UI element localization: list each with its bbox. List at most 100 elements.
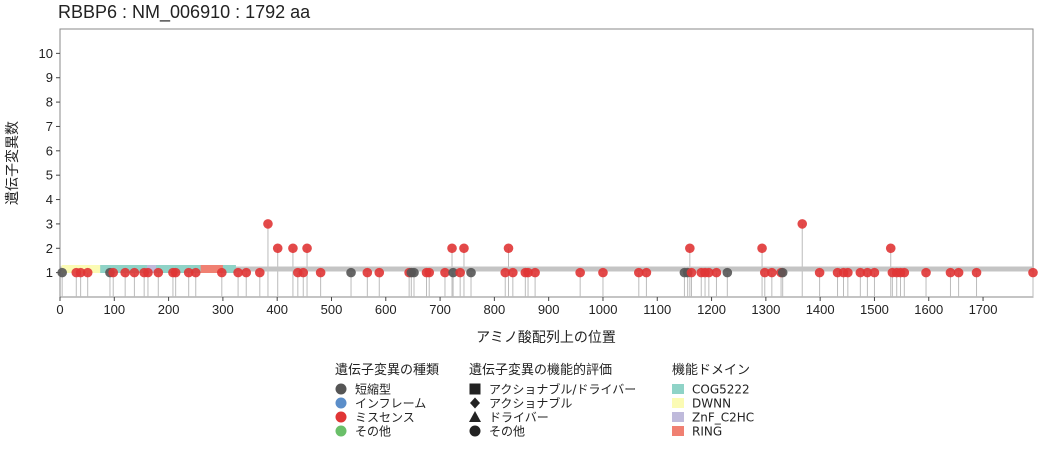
mutation-marker[interactable] (315, 267, 326, 278)
mutation-marker[interactable] (129, 267, 140, 278)
mutation-marker[interactable] (346, 267, 356, 278)
y-axis: 1 2 3 4 5 6 7 8 9 10 (39, 46, 60, 280)
y-axis-title: 遺伝子変異数 (4, 121, 21, 205)
mutation-marker[interactable] (757, 243, 767, 254)
y-tick-label: 1 (46, 265, 53, 280)
mutation-marker[interactable] (455, 267, 465, 278)
mutation-marker[interactable] (120, 267, 130, 278)
domain-cog5222[interactable] (100, 265, 236, 273)
mutation-marker[interactable] (466, 267, 476, 278)
legend-item-label: DWNN (692, 397, 731, 411)
mutation-marker[interactable] (448, 267, 458, 278)
mutation-marker[interactable] (777, 267, 788, 278)
mutation-marker[interactable] (190, 267, 201, 278)
mutation-marker[interactable] (767, 267, 777, 278)
y-tick-label: 7 (46, 119, 53, 134)
mutation-marker[interactable] (953, 267, 964, 278)
x-tick-label: 1300 (751, 302, 780, 317)
mutation-marker[interactable] (153, 267, 164, 278)
legend-swatch (672, 384, 684, 394)
domain-znf-c2hc[interactable] (146, 265, 157, 273)
mutation-marker[interactable] (272, 243, 283, 254)
x-tick-label: 1700 (969, 302, 998, 317)
mutation-marker[interactable] (523, 267, 533, 278)
mutation-marker[interactable] (634, 267, 644, 278)
mutation-marker[interactable] (1028, 267, 1038, 278)
mutation-marker[interactable] (57, 267, 67, 278)
mutation-marker[interactable] (170, 267, 181, 278)
x-tick-label: 500 (321, 302, 343, 317)
y-tick-label: 5 (46, 168, 53, 183)
legend-swatch (335, 425, 347, 437)
mutation-marker[interactable] (459, 243, 469, 254)
mutation-marker[interactable] (921, 267, 931, 278)
mutation-marker[interactable] (711, 267, 722, 278)
legend-swatch (672, 426, 684, 436)
legend-item-label: アクショナブル (489, 396, 572, 411)
chart-title: RBBP6 : NM_006910 : 1792 aa (58, 2, 311, 23)
mutation-marker[interactable] (685, 243, 695, 254)
mutation-marker[interactable] (217, 267, 227, 278)
mutation-marker[interactable] (722, 267, 733, 278)
mutation-marker[interactable] (183, 267, 194, 278)
mutation-marker[interactable] (424, 267, 435, 278)
mutation-marker[interactable] (108, 267, 119, 278)
legend-title: 機能ドメイン (672, 363, 750, 378)
x-tick-label: 100 (103, 302, 125, 317)
protein-track (60, 265, 1033, 273)
x-axis: 0 100 200 300 400 500 600 700 800 900 1000 1100 1200… (56, 297, 998, 317)
mutation-marker[interactable] (503, 243, 514, 254)
mutation-marker[interactable] (899, 267, 910, 278)
mutation-marker[interactable] (298, 267, 309, 278)
mutation-marker[interactable] (869, 267, 880, 278)
mutation-marker[interactable] (530, 267, 540, 278)
mutation-marker[interactable] (814, 267, 825, 278)
domain-ring[interactable] (200, 265, 223, 273)
mutation-marker[interactable] (508, 267, 518, 278)
mutation-marker[interactable] (241, 267, 252, 278)
mutation-marker[interactable] (362, 267, 373, 278)
mutation-marker[interactable] (233, 267, 243, 278)
mutation-marker[interactable] (575, 267, 585, 278)
y-tick-label: 8 (46, 95, 53, 110)
mutation-marker[interactable] (843, 267, 853, 278)
legend-swatch (469, 425, 481, 437)
mutation-marker[interactable] (641, 267, 652, 278)
mutation-marker[interactable] (288, 243, 298, 254)
mutation-marker[interactable] (409, 267, 419, 278)
legend-swatch (335, 397, 347, 409)
legend-swatch (469, 383, 481, 395)
mutation-marker[interactable] (447, 243, 457, 254)
x-tick-label: 0 (56, 302, 63, 317)
legend-item-label: アクショナブル/ドライバー (489, 382, 636, 397)
mutation-marker[interactable] (797, 219, 808, 229)
mutation-marker[interactable] (704, 267, 714, 278)
mutation-marker[interactable] (686, 267, 697, 278)
mutation-marker[interactable] (302, 243, 312, 254)
mutation-marker[interactable] (263, 219, 273, 229)
mutation-marker[interactable] (143, 267, 153, 278)
protein-backbone (60, 266, 1033, 272)
legend-swatch (335, 411, 347, 423)
mutation-marker[interactable] (945, 267, 956, 278)
mutation-marker[interactable] (440, 267, 450, 278)
x-tick-label: 200 (158, 302, 180, 317)
mutation-marker[interactable] (255, 267, 265, 278)
mutation-marker[interactable] (500, 267, 511, 278)
x-tick-label: 1400 (806, 302, 835, 317)
mutation-marker[interactable] (971, 267, 982, 278)
mutation-marker[interactable] (75, 267, 86, 278)
mutation-marker[interactable] (855, 267, 866, 278)
legend-item-label: ZnF_C2HC (692, 411, 754, 425)
legend-swatch (469, 411, 481, 422)
legend-swatch (335, 383, 347, 395)
x-tick-label: 1200 (697, 302, 726, 317)
mutation-marker[interactable] (759, 267, 770, 278)
mutation-marker[interactable] (82, 267, 93, 278)
plot-frame (59, 28, 1034, 298)
mutation-marker[interactable] (885, 243, 896, 254)
mutation-marker[interactable] (374, 267, 385, 278)
mutation-marker[interactable] (598, 267, 608, 278)
mutation-marker[interactable] (862, 267, 873, 278)
x-tick-label: 1100 (643, 302, 671, 317)
